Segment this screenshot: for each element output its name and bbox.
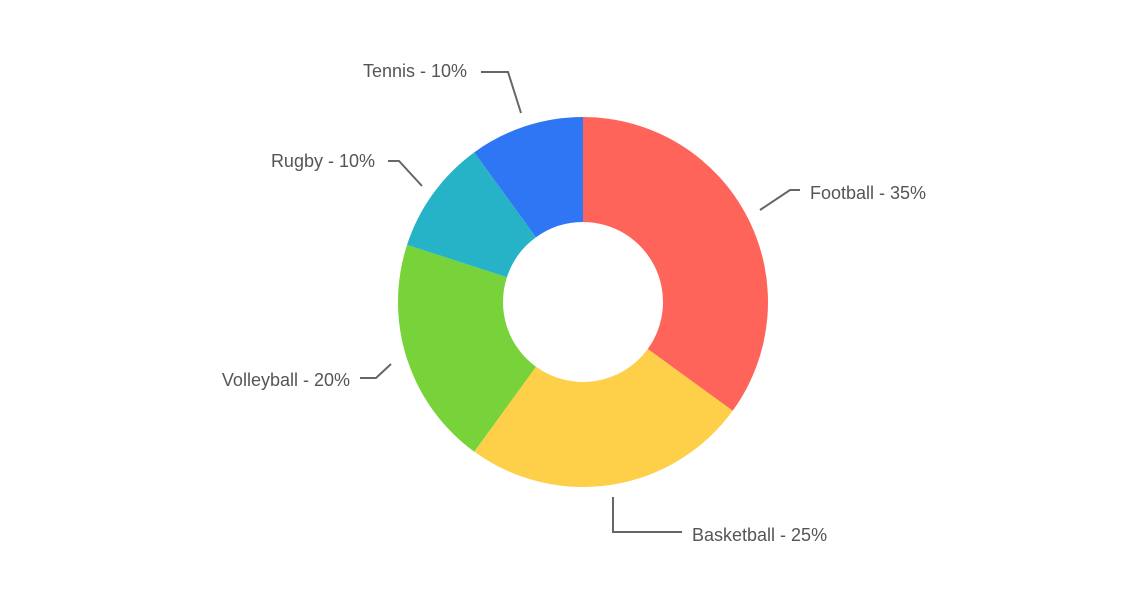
slice-football: [583, 117, 769, 411]
leader-line-tennis: [481, 71, 522, 114]
slice-label-tennis: Tennis - 10%: [363, 61, 467, 81]
slice-label-rugby: Rugby - 10%: [271, 151, 375, 171]
leader-line-football: [759, 189, 800, 211]
slice-label-basketball: Basketball - 25%: [692, 525, 827, 545]
slice-label-volleyball: Volleyball - 20%: [222, 370, 350, 390]
leader-line-rugby: [388, 160, 423, 187]
leader-line-volleyball: [360, 363, 392, 379]
slice-rugby: [407, 152, 536, 278]
slices-group: [397, 117, 769, 487]
slice-label-football: Football - 35%: [810, 183, 926, 203]
leader-lines-group: [360, 71, 800, 533]
slice-volleyball: [397, 244, 536, 452]
slice-tennis: [474, 117, 583, 238]
slice-basketball: [474, 349, 733, 487]
leader-line-basketball: [612, 497, 682, 533]
labels-group: Football - 35% Basketball - 25% Volleyball…: [222, 61, 926, 545]
